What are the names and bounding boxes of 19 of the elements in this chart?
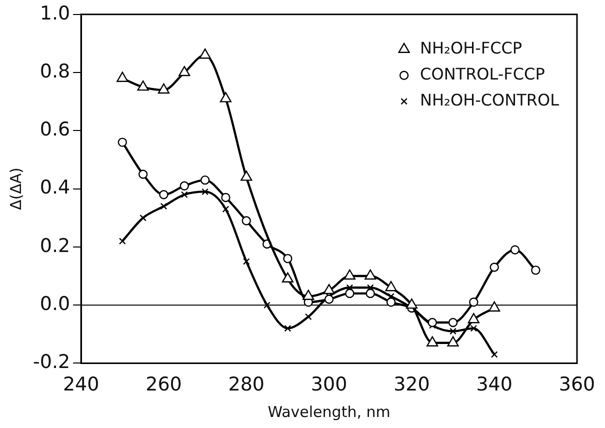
x-tick-label: 240	[62, 374, 100, 396]
y-axis-title: Δ(ΔA)	[6, 168, 25, 210]
x-tick-label: 340	[476, 374, 512, 396]
x-tick-label: 320	[394, 374, 430, 396]
y-tick-label: 0.8	[40, 60, 70, 82]
x-tick-label: 280	[228, 374, 265, 396]
x-tick-label: 360	[558, 374, 596, 396]
x-tick-label: 260	[146, 374, 182, 396]
y-tick-label: 0.2	[40, 234, 70, 257]
y-tick-label: 0.4	[40, 176, 70, 199]
y-tick-label: -0.2	[32, 351, 70, 374]
y-tick-label: 0.6	[40, 118, 70, 141]
y-tick-label: 1.0	[40, 2, 70, 24]
legend-label: NH₂OH-FCCP	[420, 38, 522, 58]
y-tick-label: 0.0	[40, 293, 70, 316]
x-tick-label: 300	[310, 374, 348, 396]
x-axis-title: Wavelength, nm	[268, 402, 390, 421]
legend-label: NH₂OH-CONTROL	[420, 90, 560, 110]
legend-label: CONTROL-FCCP	[420, 64, 546, 84]
